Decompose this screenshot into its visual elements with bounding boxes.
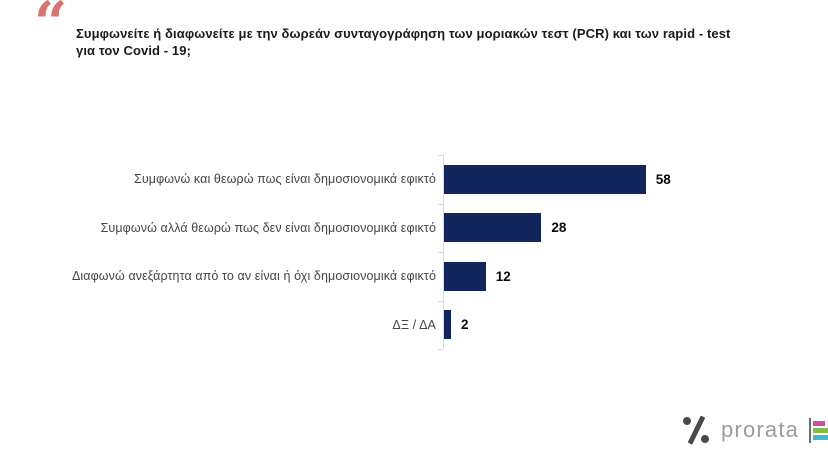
chart-icon-bar-magenta: [813, 420, 826, 426]
axis-tick: [438, 300, 443, 302]
percent-dot: [701, 435, 709, 443]
quote-icon: “: [34, 0, 68, 57]
category-label: Διαφωνώ ανεξάρτητα από το αν είναι ή όχι…: [71, 269, 436, 284]
chart-icon-axis: [809, 417, 812, 443]
axis-tick: [438, 252, 443, 253]
chart-row: Διαφωνώ ανεξάρτητα από το αν είναι ή όχι…: [0, 252, 828, 301]
question-title-line1: Συμφωνείτε ή διαφωνείτε με την δωρεάν συ…: [76, 26, 731, 41]
chart-row: ΔΞ / ΔΑ 2: [0, 301, 828, 350]
chart-row: Συμφωνώ αλλά θεωρώ πως δεν είναι δημοσιο…: [0, 204, 828, 253]
percent-icon: [681, 414, 711, 446]
value-label: 12: [495, 268, 511, 284]
category-label: Συμφωνώ και θεωρώ πως είναι δημοσιονομικ…: [134, 172, 436, 187]
chart-icon-bar-cyan: [813, 434, 828, 440]
bar: [444, 310, 451, 340]
bar: [444, 261, 486, 291]
value-label: 28: [551, 220, 567, 236]
chart-row: Συμφωνώ και θεωρώ πως είναι δημοσιονομικ…: [0, 155, 828, 204]
chart-icon-bars: [813, 420, 828, 440]
value-label: 58: [655, 171, 671, 187]
category-axis-line: [438, 155, 444, 350]
bar-chart-icon: [809, 417, 828, 443]
question-title: Συμφωνείτε ή διαφωνείτε με την δωρεάν συ…: [76, 25, 786, 59]
axis-tick: [438, 349, 443, 350]
axis-tick: [438, 155, 443, 156]
bar-chart: Συμφωνώ και θεωρώ πως είναι δημοσιονομικ…: [0, 155, 828, 351]
category-label: ΔΞ / ΔΑ: [392, 317, 436, 332]
percent-dot: [683, 417, 691, 425]
prorata-logo: prorata: [681, 414, 828, 446]
chart-icon-bar-green: [813, 427, 828, 433]
brand-name: prorata: [721, 417, 800, 442]
category-label: Συμφωνώ αλλά θεωρώ πως δεν είναι δημοσιο…: [100, 220, 436, 235]
chart-rows: Συμφωνώ και θεωρώ πως είναι δημοσιονομικ…: [0, 155, 828, 349]
bar: [444, 164, 646, 194]
value-label: 2: [461, 317, 469, 333]
question-title-line2: για τον Covid - 19;: [76, 43, 192, 58]
axis-tick: [438, 203, 443, 205]
bar: [444, 213, 542, 243]
